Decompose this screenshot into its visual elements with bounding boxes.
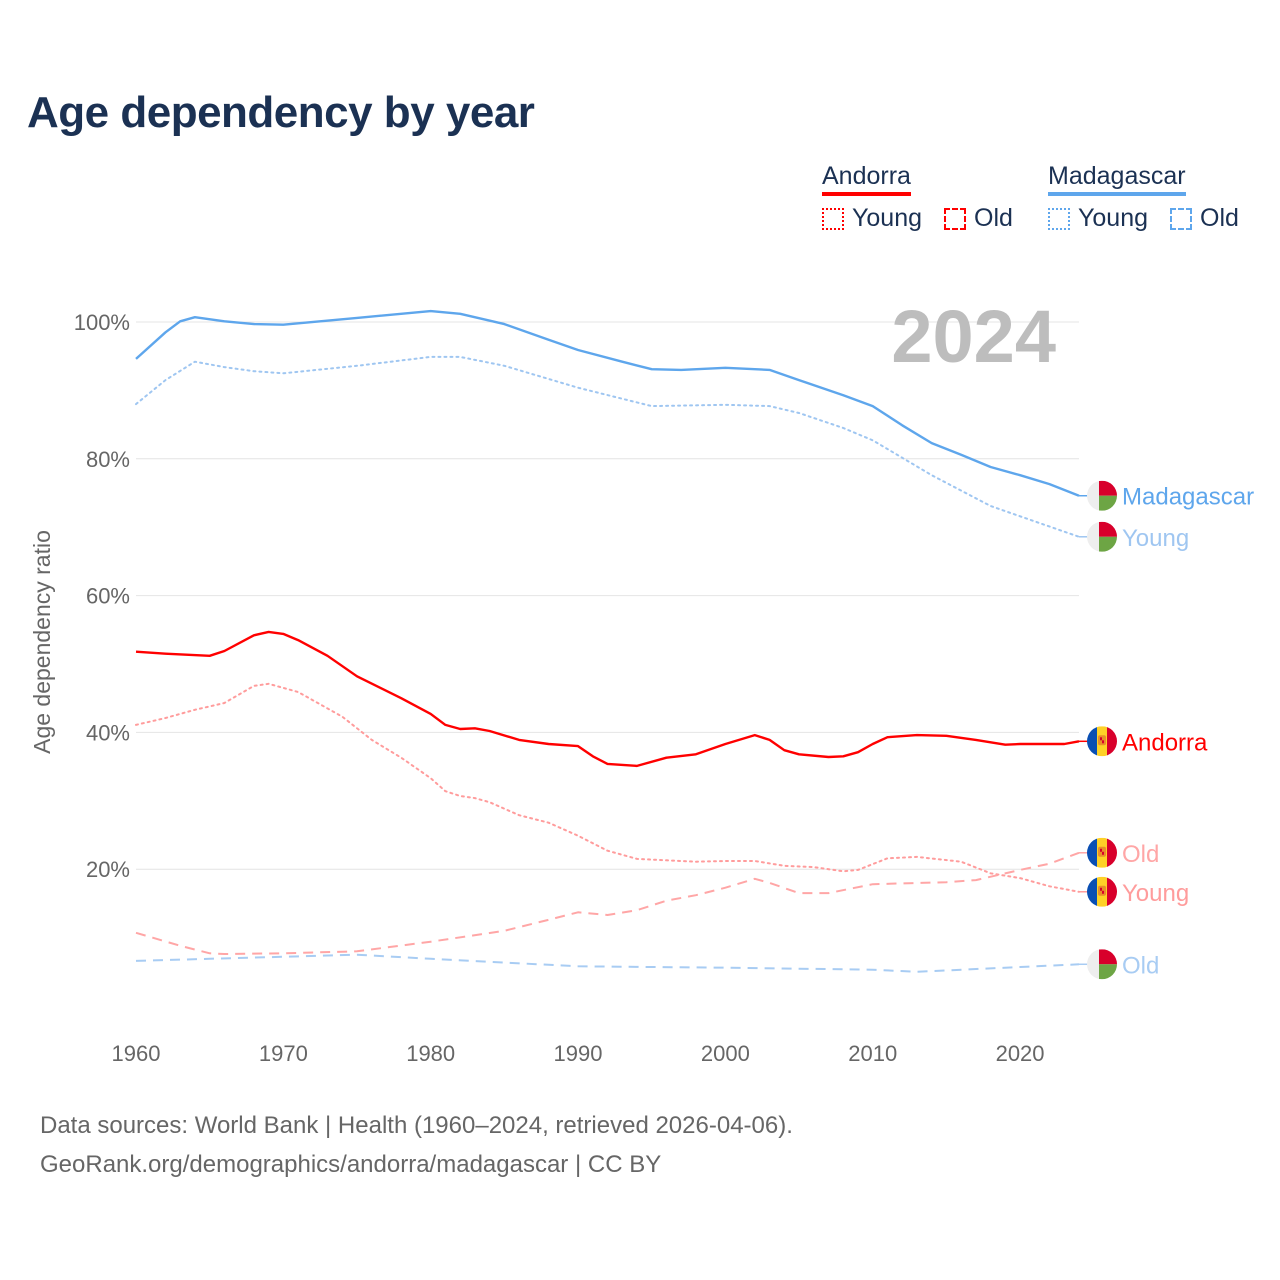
legend-madagascar: Madagascar Young Old [1048,162,1239,233]
x-tick-label: 2010 [848,1041,897,1066]
y-tick-label: 80% [86,447,130,472]
x-tick-label: 1960 [112,1041,161,1066]
series-line-andorra [135,630,1080,768]
legend-andorra-old: Old [974,204,1013,232]
x-tick-label: 2020 [996,1041,1045,1066]
chart-title: Age dependency by year [27,88,535,137]
series-line-madagascar-young [135,355,1080,538]
y-axis-ticks: 20% 40% 60% 80% 100% [74,310,130,882]
y-tick-label: 20% [86,857,130,882]
legend-madagascar-label: Madagascar [1048,162,1186,196]
y-tick-label: 60% [86,584,130,609]
y-axis-label: Age dependency ratio [29,530,55,754]
andorra-flag-icon [1087,726,1117,757]
series-lines [135,309,1080,973]
data-source: Data sources: World Bank | Health (1960–… [40,1112,793,1139]
series-end-label: Andorra [1122,729,1208,756]
andorra-flag-icon [1087,837,1117,868]
x-tick-label: 1980 [406,1041,455,1066]
footer: Data sources: World Bank | Health (1960–… [40,1106,793,1184]
y-tick-label: 40% [86,720,130,745]
x-tick-label: 1970 [259,1041,308,1066]
madagascar-flag-icon [1087,480,1117,511]
dotted-swatch-icon [822,207,844,230]
year-annotation: 2024 [891,295,1056,378]
series-line-madagascar-old [135,953,1080,973]
madagascar-flag-icon [1087,521,1117,552]
series-end-label: Young [1122,880,1189,907]
legend-andorra-young: Young [852,204,922,232]
attribution-link[interactable]: GeoRank.org/demographics/andorra/madagas… [40,1151,662,1178]
series-end-label: Old [1122,952,1159,979]
x-tick-label: 1990 [554,1041,603,1066]
dashed-swatch-icon [1170,207,1192,230]
x-tick-label: 2000 [701,1041,750,1066]
series-end-label: Madagascar [1122,484,1254,511]
x-axis-ticks: 1960 1970 1980 1990 2000 2010 2020 [112,1041,1045,1066]
legend-andorra-label: Andorra [822,162,911,196]
series-line-andorra-old [135,851,1080,955]
series-end-labels: Madagascar Young Old Andorra Young Old [1079,480,1254,980]
series-end-label: Old [1122,841,1159,868]
madagascar-flag-icon [1087,949,1117,980]
y-tick-label: 100% [74,310,130,335]
dashed-swatch-icon [944,207,966,230]
gridlines [136,321,1079,870]
series-end-label: Young [1122,525,1189,552]
series-line-andorra-young [135,682,1080,893]
andorra-flag-icon [1087,876,1117,907]
legend-madagascar-young: Young [1078,204,1148,232]
legend-andorra: Andorra Young Old [822,162,1013,233]
series-line-madagascar [135,309,1080,497]
legend-madagascar-old: Old [1200,204,1239,232]
dotted-swatch-icon [1048,207,1070,230]
